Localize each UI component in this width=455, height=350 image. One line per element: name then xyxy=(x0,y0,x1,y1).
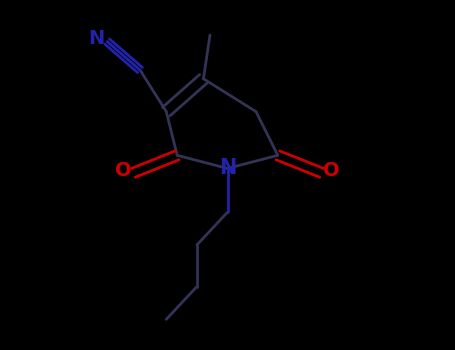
Text: O: O xyxy=(323,161,339,180)
Text: N: N xyxy=(219,159,236,178)
Text: N: N xyxy=(88,29,104,48)
Text: O: O xyxy=(116,161,132,180)
